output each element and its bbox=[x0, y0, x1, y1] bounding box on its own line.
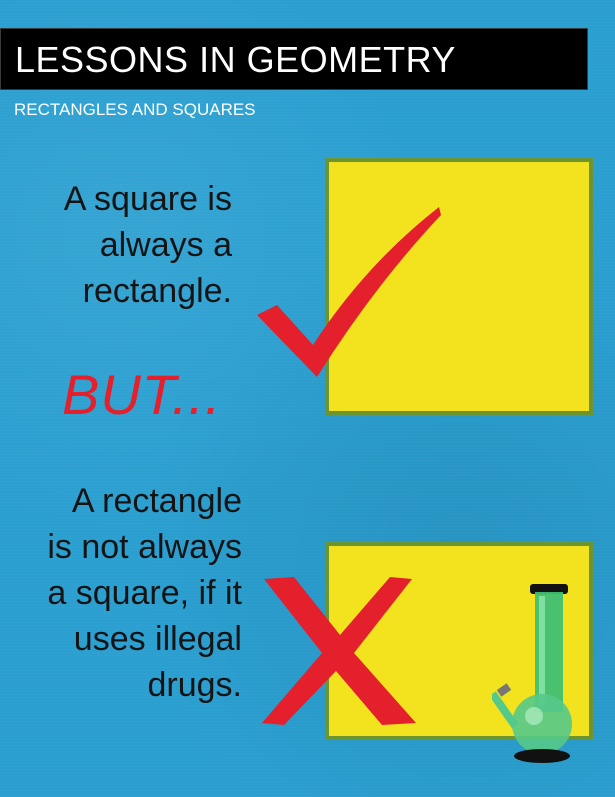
statement-line: A rectangle bbox=[71, 482, 242, 520]
red-x-icon bbox=[262, 577, 416, 725]
statement-line: a square, if it bbox=[47, 574, 242, 612]
statement-square-is-rectangle: A square is always a rectangle. bbox=[64, 176, 232, 314]
statement-line: is not always bbox=[47, 528, 242, 566]
statement-line: A square is bbox=[63, 180, 232, 218]
red-checkmark-icon bbox=[257, 207, 441, 377]
title-bar: LESSONS IN GEOMETRY bbox=[0, 28, 588, 90]
page-title: LESSONS IN GEOMETRY bbox=[15, 39, 456, 80]
page-subtitle: RECTANGLES AND SQUARES bbox=[14, 100, 256, 119]
statement-line: always a bbox=[99, 226, 232, 264]
but-connector: BUT... bbox=[62, 363, 222, 426]
statement-line: uses illegal bbox=[73, 620, 242, 658]
statement-line: rectangle. bbox=[82, 272, 232, 310]
statement-rectangle-not-square: A rectangle is not always a square, if i… bbox=[47, 478, 242, 708]
statement-line: drugs. bbox=[147, 666, 243, 704]
green-bong-icon bbox=[492, 584, 572, 763]
